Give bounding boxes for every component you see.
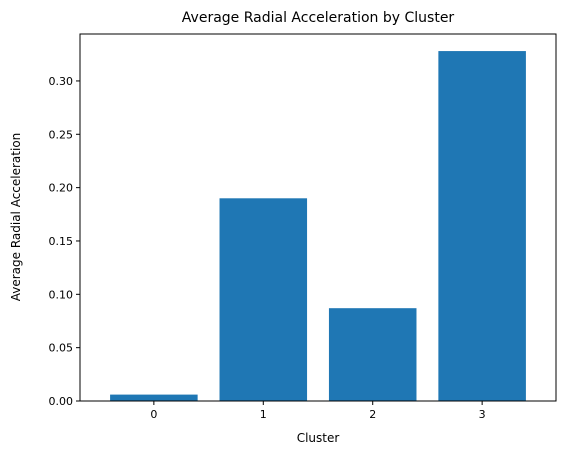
chart-title: Average Radial Acceleration by Cluster: [182, 10, 455, 26]
bar-2: [328, 308, 417, 401]
x-tick-label: 1: [260, 408, 267, 421]
y-tick-label: 0.00: [49, 395, 74, 408]
y-tick-label: 0.05: [49, 342, 74, 355]
bar-1: [219, 198, 308, 401]
y-tick-label: 0.10: [49, 288, 74, 301]
y-tick-label: 0.20: [49, 182, 74, 195]
y-tick-label: 0.25: [49, 128, 74, 141]
y-tick-label: 0.30: [49, 75, 74, 88]
axes-frame: [79, 33, 557, 402]
x-axis-label: Cluster: [297, 431, 340, 445]
y-axis-label: Average Radial Acceleration: [9, 133, 23, 302]
plot-area: 0.00 0.05 0.10 0.15 0.20 0.25 0.30 0 1 2 3: [49, 33, 557, 421]
bar-0: [110, 394, 198, 401]
x-tick-label: 0: [150, 408, 157, 421]
bar-3: [438, 51, 526, 402]
x-tick-label: 2: [369, 408, 376, 421]
x-tick-label: 3: [479, 408, 486, 421]
y-tick-label: 0.15: [49, 235, 74, 248]
